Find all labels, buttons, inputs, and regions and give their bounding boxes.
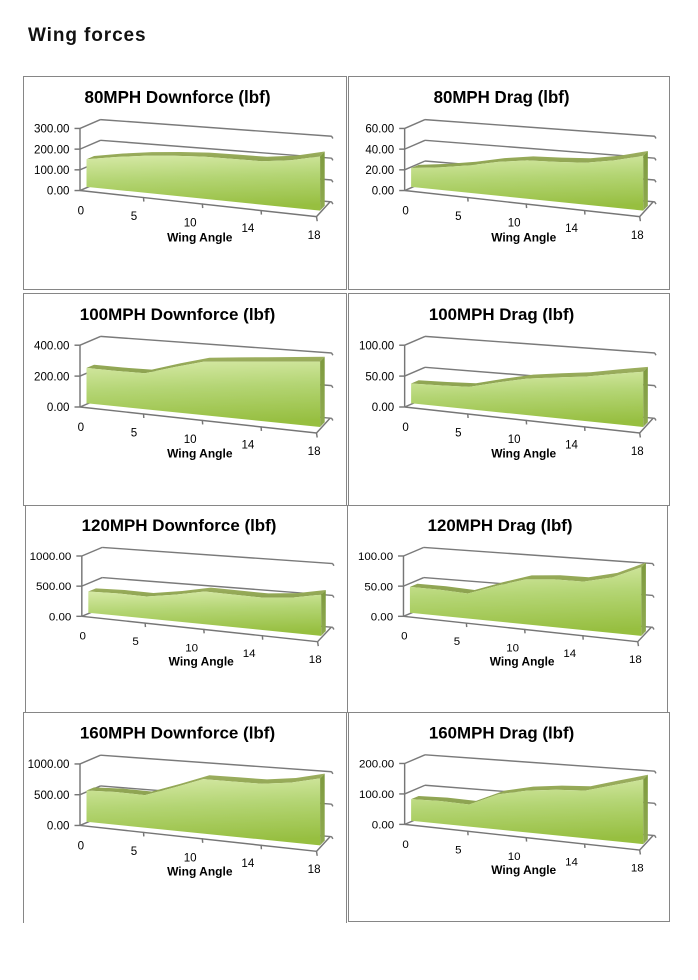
svg-text:80MPH Drag (lbf): 80MPH Drag (lbf) <box>434 88 570 107</box>
svg-text:10: 10 <box>508 851 521 863</box>
svg-text:14: 14 <box>563 648 576 660</box>
svg-text:14: 14 <box>241 858 254 870</box>
svg-text:18: 18 <box>631 863 644 875</box>
svg-text:Wing Angle: Wing Angle <box>490 655 555 669</box>
svg-text:14: 14 <box>565 439 578 451</box>
svg-text:1000.00: 1000.00 <box>28 759 70 771</box>
svg-text:100.00: 100.00 <box>34 164 69 177</box>
svg-text:18: 18 <box>631 230 644 242</box>
svg-text:Wing Angle: Wing Angle <box>491 446 556 460</box>
svg-text:0.00: 0.00 <box>47 821 70 833</box>
svg-text:100MPH Drag (lbf): 100MPH Drag (lbf) <box>429 305 574 324</box>
svg-text:80MPH Downforce (lbf): 80MPH Downforce (lbf) <box>85 88 271 107</box>
svg-text:Wing Angle: Wing Angle <box>167 230 233 244</box>
svg-text:5: 5 <box>132 636 138 648</box>
svg-text:120MPH Downforce (lbf): 120MPH Downforce (lbf) <box>82 516 277 535</box>
svg-text:0.00: 0.00 <box>372 186 394 198</box>
svg-text:18: 18 <box>629 654 642 666</box>
svg-text:0: 0 <box>402 839 408 851</box>
svg-text:500.00: 500.00 <box>34 790 69 802</box>
svg-text:160MPH Downforce (lbf): 160MPH Downforce (lbf) <box>80 724 275 743</box>
svg-text:0.00: 0.00 <box>372 820 394 832</box>
svg-text:300.00: 300.00 <box>34 123 69 136</box>
svg-text:50.00: 50.00 <box>364 581 393 593</box>
svg-text:10: 10 <box>508 218 521 230</box>
svg-text:0: 0 <box>80 631 86 643</box>
svg-text:0.00: 0.00 <box>49 612 71 624</box>
svg-text:0: 0 <box>78 205 84 218</box>
svg-text:500.00: 500.00 <box>36 581 71 593</box>
svg-text:5: 5 <box>454 636 460 648</box>
svg-text:14: 14 <box>241 439 254 452</box>
svg-text:5: 5 <box>131 210 137 223</box>
svg-text:Wing Angle: Wing Angle <box>491 230 556 244</box>
svg-text:5: 5 <box>455 427 461 439</box>
svg-text:0.00: 0.00 <box>47 185 70 198</box>
svg-text:10: 10 <box>508 434 521 446</box>
svg-text:18: 18 <box>308 445 321 458</box>
svg-text:10: 10 <box>184 217 197 230</box>
svg-text:5: 5 <box>455 845 461 857</box>
svg-text:0: 0 <box>402 422 408 434</box>
svg-text:200.00: 200.00 <box>34 370 69 383</box>
svg-text:0: 0 <box>78 421 84 434</box>
svg-text:100MPH Downforce (lbf): 100MPH Downforce (lbf) <box>80 305 276 324</box>
svg-text:18: 18 <box>309 654 322 666</box>
svg-text:0: 0 <box>401 631 407 643</box>
svg-text:40.00: 40.00 <box>365 144 394 156</box>
svg-text:60.00: 60.00 <box>365 124 394 136</box>
svg-text:5: 5 <box>455 211 461 223</box>
svg-text:200.00: 200.00 <box>359 759 394 771</box>
svg-text:Wing Angle: Wing Angle <box>167 447 233 461</box>
svg-text:20.00: 20.00 <box>365 165 394 177</box>
svg-text:14: 14 <box>241 222 254 235</box>
svg-text:1000.00: 1000.00 <box>30 551 72 563</box>
svg-text:50.00: 50.00 <box>365 371 394 383</box>
svg-text:0: 0 <box>78 840 84 852</box>
svg-text:14: 14 <box>565 223 578 235</box>
svg-text:5: 5 <box>131 427 137 440</box>
svg-text:0.00: 0.00 <box>371 611 393 623</box>
svg-text:18: 18 <box>308 229 321 242</box>
svg-text:10: 10 <box>506 643 519 655</box>
svg-text:14: 14 <box>243 648 256 660</box>
svg-text:160MPH Drag (lbf): 160MPH Drag (lbf) <box>429 723 574 742</box>
svg-text:200.00: 200.00 <box>34 143 69 156</box>
svg-text:400.00: 400.00 <box>34 339 69 352</box>
svg-text:18: 18 <box>308 864 321 876</box>
svg-text:Wing Angle: Wing Angle <box>491 863 556 877</box>
svg-text:10: 10 <box>184 852 197 864</box>
svg-text:0: 0 <box>402 206 408 218</box>
svg-text:100.00: 100.00 <box>359 340 394 352</box>
svg-text:5: 5 <box>131 846 137 858</box>
svg-text:0.00: 0.00 <box>372 402 394 414</box>
svg-text:Wing Angle: Wing Angle <box>167 865 233 879</box>
svg-text:14: 14 <box>565 856 578 868</box>
svg-text:100.00: 100.00 <box>358 551 393 563</box>
svg-text:0.00: 0.00 <box>47 401 70 414</box>
svg-text:18: 18 <box>631 446 644 458</box>
svg-text:120MPH Drag (lbf): 120MPH Drag (lbf) <box>428 516 573 535</box>
svg-text:10: 10 <box>184 433 197 446</box>
svg-text:100.00: 100.00 <box>359 789 394 801</box>
svg-text:10: 10 <box>185 643 198 655</box>
svg-text:Wing Angle: Wing Angle <box>169 655 235 669</box>
